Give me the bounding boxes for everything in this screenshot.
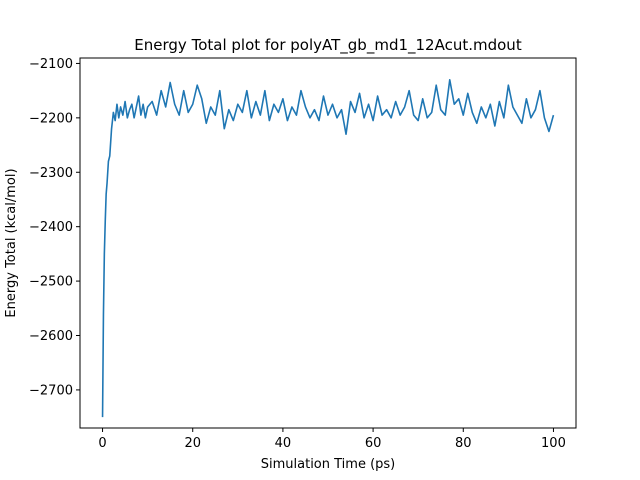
y-axis-ticks: −2100 −2200 −2300 −2400 −2500 −2600 −2700	[29, 57, 80, 398]
y-tick-label: −2300	[29, 166, 73, 181]
x-tick-label: 100	[541, 436, 566, 451]
series-line-0	[101, 78, 555, 418]
y-tick-label: −2200	[29, 111, 73, 126]
x-tick-label: 40	[275, 436, 292, 451]
x-tick-label: 0	[98, 436, 106, 451]
x-axis-label: Simulation Time (ps)	[261, 457, 396, 472]
chart-title: Energy Total plot for polyAT_gb_md1_12Ac…	[134, 36, 522, 55]
plot-frame	[79, 57, 577, 429]
y-tick-label: −2400	[29, 220, 73, 235]
y-tick-label: −2700	[29, 383, 73, 398]
y-tick-label: −2100	[29, 57, 73, 72]
series-layer	[101, 78, 555, 418]
x-axis-ticks: 0 20 40 60 80 100	[98, 428, 566, 451]
x-tick-label: 80	[455, 436, 472, 451]
y-axis-label: Energy Total (kcal/mol)	[4, 168, 19, 317]
x-tick-label: 20	[184, 436, 201, 451]
y-tick-label: −2500	[29, 275, 73, 290]
x-tick-label: 60	[365, 436, 382, 451]
y-tick-label: −2600	[29, 329, 73, 344]
